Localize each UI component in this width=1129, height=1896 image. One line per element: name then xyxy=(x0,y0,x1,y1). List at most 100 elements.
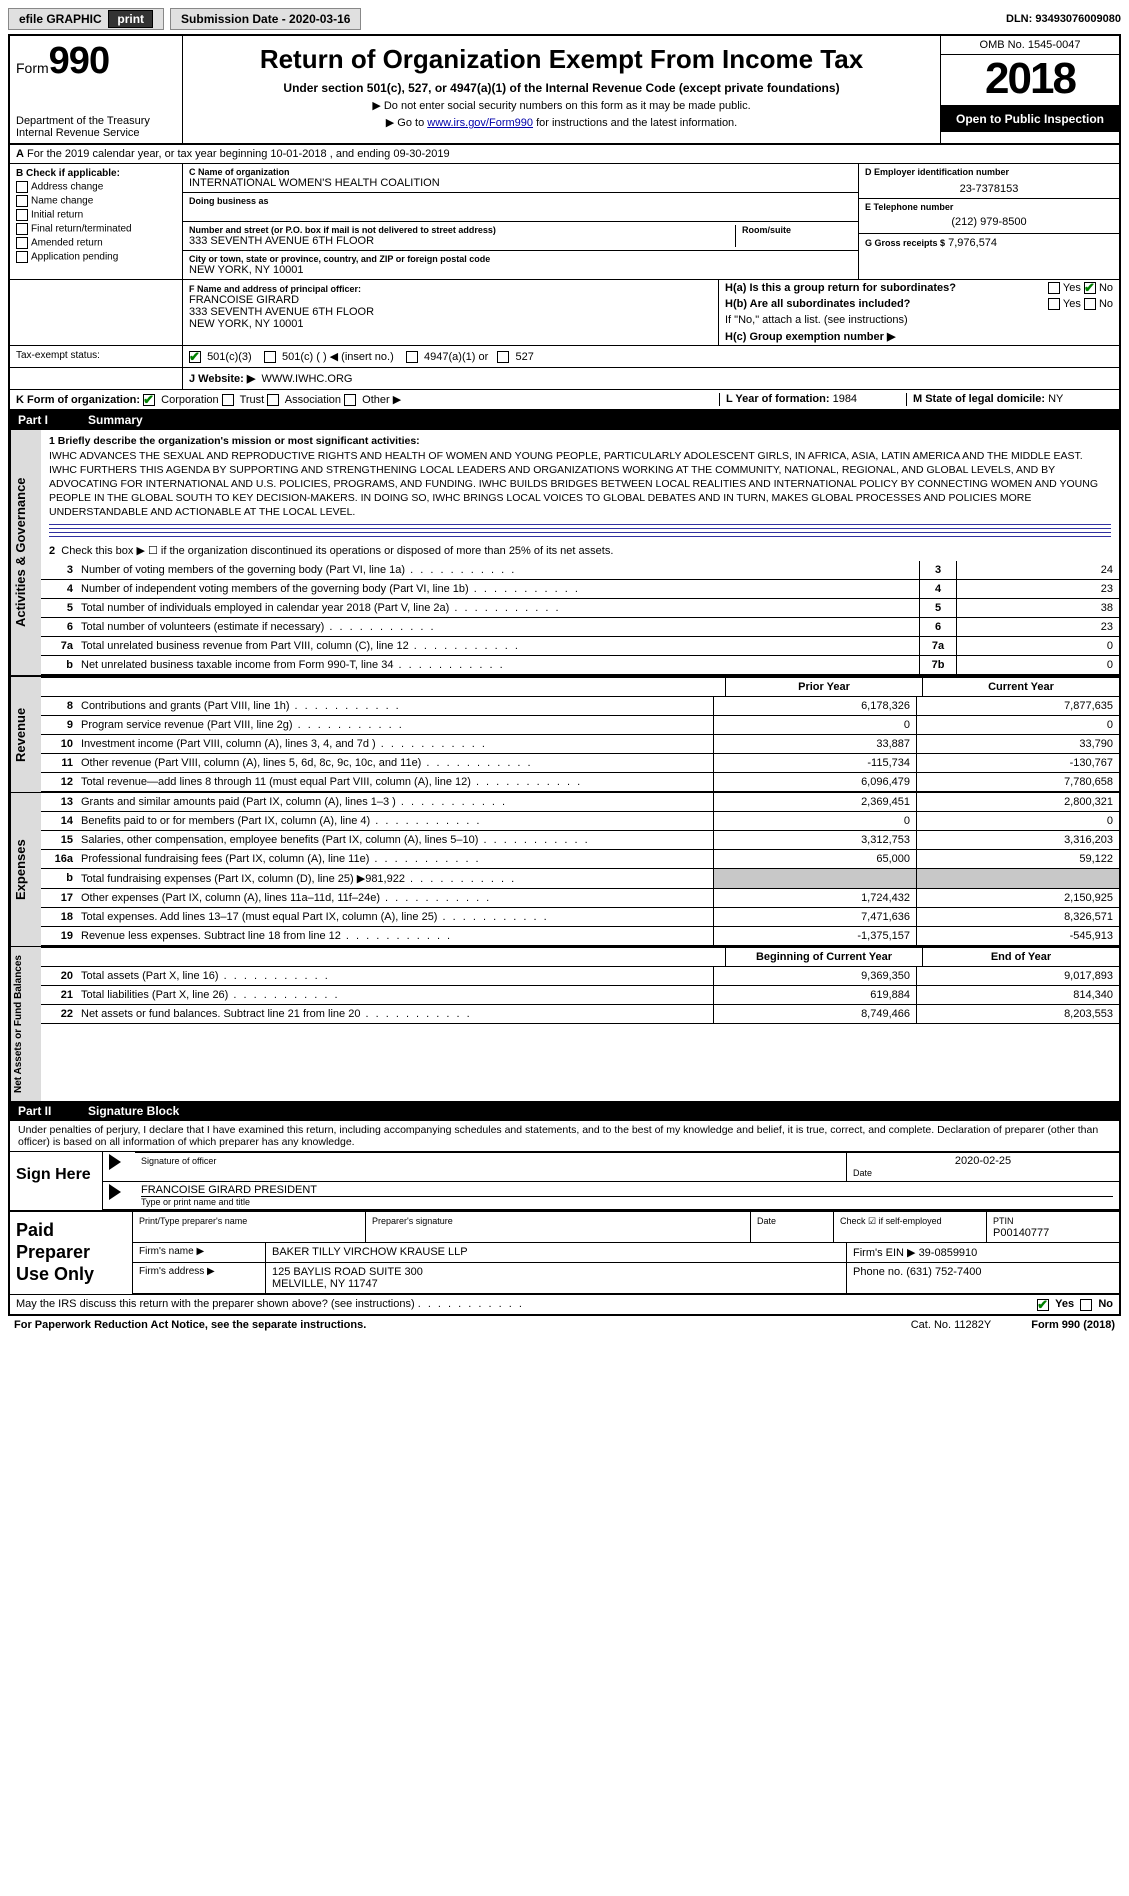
tax-year: 2018 xyxy=(941,55,1119,106)
date-label: Date xyxy=(853,1168,872,1178)
org-name-label: C Name of organization xyxy=(189,167,852,177)
sign-here-label: Sign Here xyxy=(10,1152,103,1210)
form-container: Form990 Department of the Treasury Inter… xyxy=(8,34,1121,1316)
officer-signed-name: FRANCOISE GIRARD PRESIDENT xyxy=(141,1184,1113,1196)
org-city: NEW YORK, NY 10001 xyxy=(189,264,852,276)
end-year-hdr: End of Year xyxy=(922,948,1119,966)
mission-label: 1 Briefly describe the organization's mi… xyxy=(49,435,420,447)
financial-row: 20Total assets (Part X, line 16)9,369,35… xyxy=(41,967,1119,986)
summary-row: bNet unrelated business taxable income f… xyxy=(41,656,1119,675)
ha-label: H(a) Is this a group return for subordin… xyxy=(725,282,956,294)
ein-value: 23-7378153 xyxy=(865,177,1113,195)
prep-check-label: Check ☑ if self-employed xyxy=(840,1216,942,1226)
arrow-icon xyxy=(109,1184,121,1200)
submission-date: Submission Date - 2020-03-16 xyxy=(170,8,361,30)
officer-name: FRANCOISE GIRARD xyxy=(189,294,712,306)
firm-name-label: Firm's name ▶ xyxy=(133,1243,266,1262)
part1-header: Part ISummary xyxy=(10,410,1119,430)
ptin-value: P00140777 xyxy=(993,1227,1049,1239)
form-header: Form990 Department of the Treasury Inter… xyxy=(10,36,1119,145)
phone-label: E Telephone number xyxy=(865,202,1113,212)
gross-label: G Gross receipts $ xyxy=(865,238,945,248)
sig-date: 2020-02-25 xyxy=(853,1155,1113,1167)
chk-pending[interactable]: Application pending xyxy=(31,252,118,263)
form-note1: ▶ Do not enter social security numbers o… xyxy=(193,99,930,112)
preparer-block: Paid Preparer Use Only Print/Type prepar… xyxy=(10,1210,1119,1294)
irs-link[interactable]: www.irs.gov/Form990 xyxy=(427,117,533,129)
penalty-statement: Under penalties of perjury, I declare th… xyxy=(10,1121,1119,1151)
summary-row: 5Total number of individuals employed in… xyxy=(41,599,1119,618)
print-button[interactable]: print xyxy=(108,10,153,28)
financial-row: 22Net assets or fund balances. Subtract … xyxy=(41,1005,1119,1024)
side-netassets: Net Assets or Fund Balances xyxy=(10,947,41,1101)
tax-exempt-row: Tax-exempt status: 501(c)(3) 501(c) ( ) … xyxy=(10,346,1119,368)
prep-sig-label: Preparer's signature xyxy=(372,1216,453,1226)
firm-addr-label: Firm's address ▶ xyxy=(133,1263,266,1293)
prep-name-label: Print/Type preparer's name xyxy=(139,1216,247,1226)
financial-row: 21Total liabilities (Part X, line 26)619… xyxy=(41,986,1119,1005)
summary-row: 3Number of voting members of the governi… xyxy=(41,561,1119,580)
page-footer: For Paperwork Reduction Act Notice, see … xyxy=(8,1316,1121,1334)
sig-officer-label: Signature of officer xyxy=(141,1156,216,1166)
financial-row: 10Investment income (Part VIII, column (… xyxy=(41,735,1119,754)
chk-amended[interactable]: Amended return xyxy=(31,238,103,249)
efile-badge: efile GRAPHIC print xyxy=(8,8,164,30)
hb-note: If "No," attach a list. (see instruction… xyxy=(719,312,1119,328)
chk-final[interactable]: Final return/terminated xyxy=(31,224,132,235)
officer-addr: 333 SEVENTH AVENUE 6TH FLOOR xyxy=(189,306,712,318)
website-value: WWW.IWHC.ORG xyxy=(261,373,352,385)
officer-city: NEW YORK, NY 10001 xyxy=(189,318,712,330)
discuss-row: May the IRS discuss this return with the… xyxy=(10,1294,1119,1313)
suite-label: Room/suite xyxy=(742,225,852,235)
financial-row: 19Revenue less expenses. Subtract line 1… xyxy=(41,927,1119,946)
department: Department of the Treasury Internal Reve… xyxy=(16,115,176,139)
org-name: INTERNATIONAL WOMEN'S HEALTH COALITION xyxy=(189,177,852,189)
row-k: K Form of organization: Corporation Trus… xyxy=(10,390,1119,410)
firm-phone: (631) 752-7400 xyxy=(906,1266,981,1278)
section-f-h: F Name and address of principal officer:… xyxy=(10,280,1119,346)
chk-initial[interactable]: Initial return xyxy=(31,210,83,221)
side-activities: Activities & Governance xyxy=(10,430,41,675)
public-inspection: Open to Public Inspection xyxy=(941,106,1119,132)
financial-row: 14Benefits paid to or for members (Part … xyxy=(41,812,1119,831)
financial-row: 8Contributions and grants (Part VIII, li… xyxy=(41,697,1119,716)
ptin-label: PTIN xyxy=(993,1216,1014,1226)
financial-row: 16aProfessional fundraising fees (Part I… xyxy=(41,850,1119,869)
hc-label: H(c) Group exemption number ▶ xyxy=(725,330,895,343)
officer-type-label: Type or print name and title xyxy=(141,1196,1113,1207)
arrow-icon xyxy=(109,1154,121,1170)
cat-no: Cat. No. 11282Y xyxy=(911,1319,992,1331)
side-expenses: Expenses xyxy=(10,793,41,946)
chk-name[interactable]: Name change xyxy=(31,196,93,207)
form-note2: ▶ Go to www.irs.gov/Form990 for instruct… xyxy=(193,116,930,129)
gross-value: 7,976,574 xyxy=(948,237,997,249)
firm-addr: 125 BAYLIS ROAD SUITE 300 xyxy=(272,1266,423,1278)
summary-row: 4Number of independent voting members of… xyxy=(41,580,1119,599)
firm-ein: 39-0859910 xyxy=(919,1247,978,1259)
line-2: 2 Check this box ▶ ☐ if the organization… xyxy=(41,540,1119,561)
tax-status-label: Tax-exempt status: xyxy=(10,346,183,367)
officer-label: F Name and address of principal officer: xyxy=(189,284,712,294)
signature-block: Sign Here Signature of officer 2020-02-2… xyxy=(10,1151,1119,1210)
financial-row: 15Salaries, other compensation, employee… xyxy=(41,831,1119,850)
paid-preparer-label: Paid Preparer Use Only xyxy=(10,1212,133,1294)
box-b-title: B Check if applicable: xyxy=(16,168,176,179)
financial-row: 18Total expenses. Add lines 13–17 (must … xyxy=(41,908,1119,927)
summary-row: 7aTotal unrelated business revenue from … xyxy=(41,637,1119,656)
city-label: City or town, state or province, country… xyxy=(189,254,852,264)
top-toolbar: efile GRAPHIC print Submission Date - 20… xyxy=(8,8,1121,30)
financial-row: 12Total revenue—add lines 8 through 11 (… xyxy=(41,773,1119,792)
firm-name: BAKER TILLY VIRCHOW KRAUSE LLP xyxy=(266,1243,847,1262)
financial-row: 13Grants and similar amounts paid (Part … xyxy=(41,793,1119,812)
website-row: J Website: ▶ WWW.IWHC.ORG xyxy=(10,368,1119,390)
dba-label: Doing business as xyxy=(189,196,852,206)
row-a-calendar: A For the 2019 calendar year, or tax yea… xyxy=(10,145,1119,164)
addr-label: Number and street (or P.O. box if mail i… xyxy=(189,225,729,235)
begin-year-hdr: Beginning of Current Year xyxy=(725,948,922,966)
chk-address[interactable]: Address change xyxy=(31,182,103,193)
financial-row: bTotal fundraising expenses (Part IX, co… xyxy=(41,869,1119,889)
financial-row: 17Other expenses (Part IX, column (A), l… xyxy=(41,889,1119,908)
hb-label: H(b) Are all subordinates included? xyxy=(725,298,910,310)
firm-city: MELVILLE, NY 11747 xyxy=(272,1278,378,1290)
financial-row: 11Other revenue (Part VIII, column (A), … xyxy=(41,754,1119,773)
